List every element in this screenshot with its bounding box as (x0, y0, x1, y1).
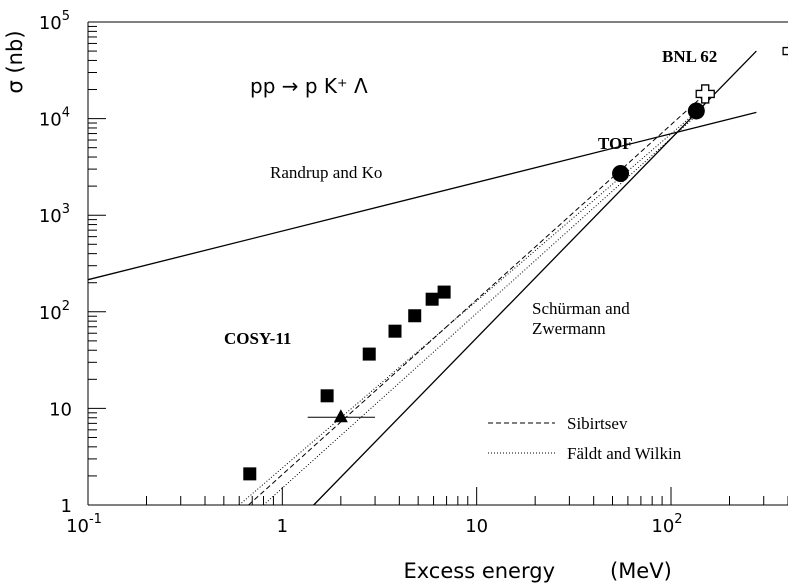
y-axis-title: σ (nb) (3, 30, 27, 93)
schurman-label-line-2: Zwermann (532, 319, 606, 338)
y-tick-label: 103 (39, 202, 70, 227)
square-marker (437, 285, 451, 299)
triangle-marker (333, 409, 348, 423)
square-marker (408, 309, 422, 323)
open-cross-marker (695, 84, 715, 104)
x-axis-title: Excess energy (403, 559, 555, 583)
curve-dotted-4 (263, 107, 706, 506)
curve-dashed-2 (248, 93, 706, 506)
randrup-ko-label: Randrup and Ko (270, 163, 382, 182)
curve-solid-1 (313, 50, 757, 506)
schurman-label-line-1: Schürman and (532, 299, 630, 318)
circle-marker (687, 102, 705, 120)
open-cross-marker (782, 41, 788, 61)
x-tick-label: 1 (277, 516, 288, 537)
bnl-62-label: BNL 62 (662, 47, 717, 66)
reaction-label: pp → p K⁺ Λ (250, 74, 368, 98)
circle-marker (612, 165, 630, 183)
tof-label: TOF (598, 134, 633, 153)
legend-sibirtsev-label: Sibirtsev (567, 414, 628, 433)
legend-faldt-wilkin-label: Fäldt and Wilkin (567, 444, 682, 463)
curve-dotted-3 (238, 104, 706, 506)
square-marker (243, 467, 257, 481)
y-tick-label: 1 (61, 496, 72, 517)
square-marker (388, 324, 402, 338)
x-tick-label: 10-1 (66, 512, 102, 537)
x-tick-label: 102 (651, 512, 682, 537)
y-tick-label: 10 (49, 399, 72, 420)
y-tick-label: 104 (39, 106, 70, 131)
square-marker (320, 389, 334, 403)
x-axis-unit: (MeV) (610, 559, 672, 583)
cosy-11-label: COSY-11 (224, 329, 291, 348)
square-marker (362, 347, 376, 361)
square-marker (425, 292, 439, 306)
curve-solid-0 (87, 111, 757, 281)
y-tick-label: 105 (39, 9, 70, 34)
y-tick-label: 102 (39, 299, 70, 324)
x-tick-label: 10 (465, 516, 488, 537)
